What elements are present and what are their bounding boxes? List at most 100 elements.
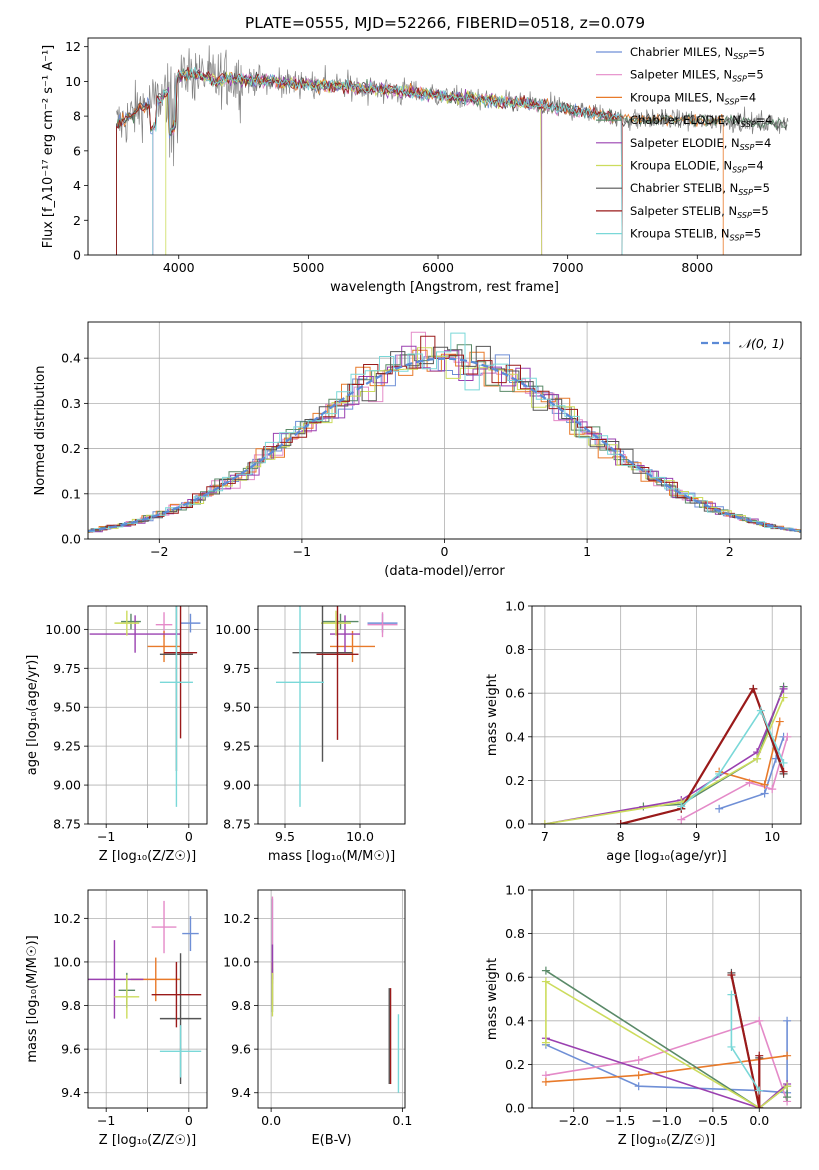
x-tick-label: −2.0: [559, 1113, 589, 1128]
y-tick-label: 10.0: [53, 954, 81, 969]
x-tick-label: −1.0: [651, 1113, 681, 1128]
y-tick-label: 1.0: [505, 883, 525, 898]
weight-point-marker: [779, 693, 788, 702]
weight-point-marker: [755, 1051, 764, 1060]
y-axis-label: mass [log₁₀(M/M☉)]: [25, 935, 40, 1062]
weight-point-marker: [783, 1093, 792, 1102]
x-tick-label: 0.0: [261, 1113, 281, 1128]
residual-histogram: [88, 335, 801, 533]
axes-frame: [257, 889, 406, 1109]
x-tick-label: 2: [726, 544, 734, 559]
weight-point-marker: [756, 706, 765, 715]
weight-series-line: [730, 974, 761, 1108]
x-axis-label: Z [log₁₀(Z/Z☉)]: [618, 1133, 715, 1148]
errorbar-plot-area: [88, 900, 202, 1085]
x-tick-label: 6000: [422, 260, 454, 275]
y-tick-label: 9.25: [53, 739, 81, 754]
errorbar-plot-area: [276, 606, 398, 807]
weight-point-marker: [779, 684, 788, 693]
y-axis-label: mass weight: [485, 674, 500, 756]
legend-entry: Chabrier STELIB, NSSP=5: [630, 181, 770, 197]
y-tick-label: 0: [73, 248, 81, 263]
weight-point-marker: [540, 820, 549, 824]
y-tick-label: 10.00: [45, 622, 81, 637]
x-tick-label: 4000: [163, 260, 195, 275]
weight-point-marker: [755, 1104, 764, 1108]
y-tick-label: 1.0: [505, 599, 525, 614]
y-tick-label: 0.4: [505, 729, 525, 744]
x-axis-label: Z [log₁₀(Z/Z☉)]: [99, 1133, 196, 1148]
weight-plot-area: [540, 682, 792, 824]
weight-point-marker: [779, 758, 788, 767]
y-tick-label: 10.2: [53, 911, 81, 926]
weight-point-marker: [677, 802, 686, 811]
x-tick-label: 1: [583, 544, 591, 559]
spectrum-plot-area: [116, 45, 789, 255]
y-axis-label: Flux [f_λ10⁻¹⁷ erg cm⁻² s⁻¹ A⁻¹]: [41, 45, 56, 249]
y-tick-label: 6: [73, 143, 81, 158]
y-tick-label: 10: [65, 74, 81, 89]
legend-entry: Kroupa STELIB, NSSP=5: [630, 227, 761, 243]
weight-series-line: [544, 688, 785, 824]
y-axis-label: age [log₁₀(age/yr)]: [25, 655, 40, 776]
weight-series-line: [544, 697, 785, 824]
y-tick-label: 0.8: [505, 642, 525, 657]
weight-series-line: [680, 708, 785, 808]
y-tick-label: 0.3: [61, 396, 81, 411]
weight-point-marker: [677, 815, 686, 824]
x-axis-label: Z [log₁₀(Z/Z☉)]: [99, 849, 196, 864]
legend-entry: Salpeter MILES, NSSP=5: [630, 68, 764, 84]
weight-point-marker: [634, 1082, 643, 1091]
x-tick-label: −1.5: [605, 1113, 635, 1128]
y-axis-label: mass weight: [485, 958, 500, 1040]
y-tick-label: 9.8: [231, 998, 251, 1013]
y-tick-label: 0.4: [505, 1013, 525, 1028]
x-tick-label: −0.5: [698, 1113, 728, 1128]
x-axis-label: E(B-V): [311, 1133, 351, 1148]
weight-series-line: [545, 980, 788, 1108]
legend-entry: Salpeter STELIB, NSSP=5: [630, 204, 769, 220]
y-tick-label: 9.00: [53, 778, 81, 793]
weight-point-marker: [783, 732, 792, 741]
x-tick-label: 7000: [552, 260, 584, 275]
weight-point-marker: [541, 1077, 550, 1086]
x-tick-label: 0.1: [392, 1113, 412, 1128]
residual-histogram: [88, 345, 801, 534]
y-tick-label: 8.75: [223, 817, 251, 832]
y-tick-label: 9.6: [231, 1042, 251, 1057]
x-tick-label: 8000: [681, 260, 713, 275]
weight-series-line: [718, 736, 785, 810]
errorbar-plot-area: [271, 896, 400, 1093]
weight-series-line: [620, 686, 785, 824]
legend-entry: Kroupa MILES, NSSP=4: [630, 90, 756, 106]
y-tick-label: 8: [73, 109, 81, 124]
weight-point-marker: [715, 769, 724, 778]
weight-series-line: [620, 686, 785, 824]
weight-point-marker: [715, 804, 724, 813]
weight-point-marker: [634, 1071, 643, 1080]
y-tick-label: 0.0: [61, 532, 81, 547]
y-tick-label: 10.00: [215, 622, 251, 637]
weight-point-marker: [783, 1051, 792, 1060]
model-spectrum-line: [116, 67, 788, 255]
weight-point-marker: [727, 1042, 736, 1051]
model-spectrum-line: [152, 66, 623, 255]
y-tick-label: 0.2: [505, 1057, 525, 1072]
y-tick-label: 9.50: [53, 700, 81, 715]
y-tick-label: 0.0: [505, 817, 525, 832]
weight-point-marker: [727, 971, 736, 980]
x-tick-label: 7: [541, 829, 549, 844]
x-tick-label: 0.0: [749, 1113, 769, 1128]
x-tick-label: 10.0: [346, 829, 374, 844]
weight-series-line: [545, 1019, 788, 1102]
y-tick-label: 12: [65, 39, 81, 54]
x-tick-label: −2: [150, 544, 168, 559]
figure-title: PLATE=0555, MJD=52266, FIBERID=0518, z=0…: [245, 14, 645, 32]
weight-point-marker: [541, 977, 550, 986]
x-tick-label: 0: [185, 1113, 193, 1128]
weight-point-marker: [616, 820, 625, 824]
y-tick-label: 4: [73, 178, 81, 193]
weight-series-line: [680, 736, 789, 821]
y-tick-label: 9.4: [231, 1085, 251, 1100]
